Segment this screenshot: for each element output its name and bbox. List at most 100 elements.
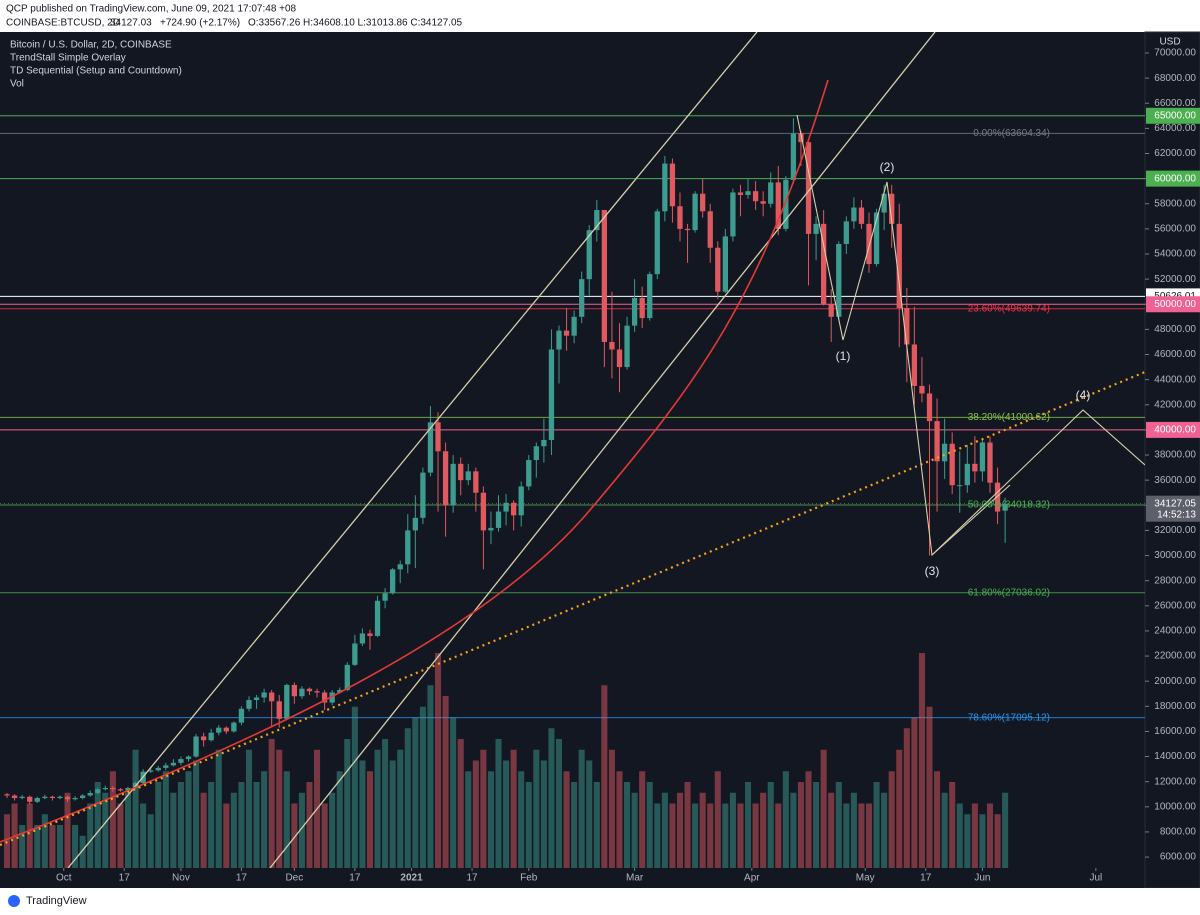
volume-bar [918,653,925,868]
candle-body [873,212,880,265]
wave-path [796,114,1145,557]
volume-bar [268,739,275,868]
volume-bar [472,760,479,868]
candle-body [707,211,713,248]
volume-bar [283,771,290,868]
candle-body [541,439,547,447]
volume-bar [193,760,200,868]
countdown: 14:52:13 [1157,509,1196,520]
volume-bar [397,749,404,868]
y-tick-label: 8000.00 [1160,827,1197,838]
candle-body [631,297,638,326]
y-tick-label: 68000.00 [1154,73,1196,84]
x-tick-label: Mar [626,873,644,884]
header-bar [0,0,1200,32]
fib-label: 0.00%(63604.34) [973,128,1050,139]
candle-body [11,795,18,799]
y-tick-label: 10000.00 [1154,801,1196,812]
volume-bar [692,803,699,868]
candle-body [594,210,600,231]
trendline [0,370,1145,847]
symbol: COINBASE:BTCUSD, 2D [6,18,120,29]
volume-bar [865,803,873,868]
volume-bar [185,771,192,868]
candle-body [805,142,812,234]
x-tick-label: Nov [172,873,190,884]
candle-body [677,206,683,229]
candle-body [503,502,509,512]
candle-body [163,765,169,768]
price-label: 34127.05 [1154,498,1196,509]
candle-body [684,228,691,231]
volume-bar [843,803,850,868]
y-tick-label: 14000.00 [1154,751,1196,762]
candle-body [344,664,350,690]
volume-bar [639,771,646,868]
volume-bar [382,739,389,868]
plot-background [0,32,1145,888]
candle-body [911,344,918,386]
volume-bar [56,825,63,868]
candle-body [556,330,562,350]
candle-body [851,207,857,222]
volume-bar [548,728,555,868]
y-tick-label: 54000.00 [1154,249,1196,260]
volume-bar [699,792,706,868]
volume-bar [820,749,827,868]
x-tick-label: Feb [520,873,538,884]
candle-body [548,349,555,440]
candle-body [692,193,698,231]
y-tick-label: 44000.00 [1154,374,1196,385]
price-label-box [1146,107,1200,124]
candle-body [609,341,615,350]
drawings [0,32,1145,868]
x-tick-label: 17 [119,873,131,884]
candle-body [19,796,25,799]
candle-body [458,463,464,481]
volume-bar [19,825,26,868]
volume-bar [934,771,941,868]
volume-bar [669,803,676,868]
volume-bar [200,792,207,868]
candle-body [102,787,108,790]
x-tick-label: Dec [285,873,303,884]
candle-body [359,633,366,644]
volume-bar [434,653,442,868]
candle-body [193,736,199,757]
candle-body [79,795,86,799]
volume-bar [661,792,668,868]
channel-line [67,32,758,868]
volume-bar [223,803,230,868]
candle-body [586,230,592,280]
x-tick-label: Jun [974,873,990,884]
volume-bar [404,728,411,868]
y-tick-label: 36000.00 [1154,475,1196,486]
x-tick-label: 17 [349,873,361,884]
candle-body [125,787,131,791]
publisher: QCP published on TradingView.com, June 0… [6,4,297,15]
volume-bar [805,771,812,868]
volume-bar [140,803,147,868]
wave-label: (4) [1076,388,1091,402]
volume-bar [624,782,631,868]
candle-body [314,691,320,693]
volume-bar [737,803,744,868]
volume-bar [593,782,600,868]
candle-body [783,179,789,229]
candle-body [881,193,887,213]
volume-bar [351,706,358,868]
volume-bar [215,749,222,868]
volume-bar [858,803,865,868]
candle-body [110,787,116,790]
volume-bar [971,803,978,868]
candle-body [34,798,40,802]
candle-body [858,207,865,224]
volume-bar [571,782,578,868]
volume-bar [147,814,154,868]
x-tick-label: 17 [466,873,478,884]
legend-indicator: Vol [10,79,24,90]
volume-bar [344,739,351,868]
candle-body [57,796,63,799]
candle-body [896,223,902,309]
candle-body [208,732,214,741]
